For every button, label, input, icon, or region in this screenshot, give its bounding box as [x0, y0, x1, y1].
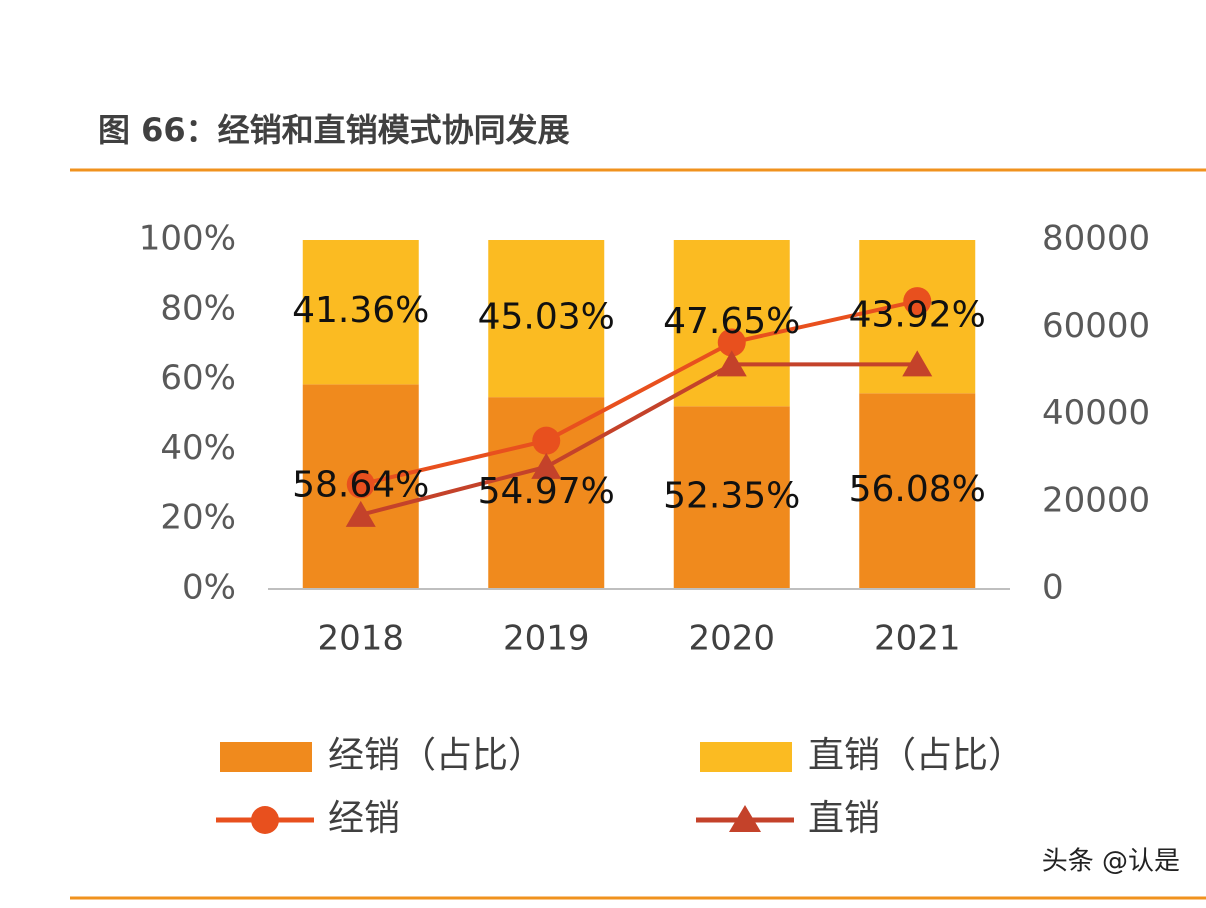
y-tick-label: 60% [160, 358, 236, 398]
y-tick-label: 80% [160, 288, 236, 328]
x-tick-label: 2021 [874, 619, 961, 659]
y2-tick-label: 60000 [1042, 306, 1150, 346]
y-tick-label: 100% [139, 219, 236, 259]
legend-label: 经销 [328, 798, 400, 839]
watermark: 头条 @认是 [1042, 847, 1180, 877]
y-tick-label: 0% [182, 568, 236, 608]
chart-title: 图 66：经销和直销模式协同发展 [98, 111, 570, 149]
data-label: 41.36% [292, 290, 429, 331]
data-label: 52.35% [663, 476, 800, 517]
line-marker [716, 350, 747, 377]
line-marker [902, 350, 933, 377]
y-tick-label: 20% [160, 498, 236, 538]
line-marker [531, 452, 562, 479]
bar-segment [488, 240, 605, 398]
legend-swatch [700, 742, 792, 772]
data-label: 58.64% [292, 465, 429, 506]
x-tick-label: 2019 [503, 619, 590, 659]
x-tick-label: 2020 [688, 619, 775, 659]
legend-label: 直销（占比） [808, 735, 1024, 776]
y2-tick-label: 0 [1042, 568, 1064, 608]
legend-marker [251, 806, 279, 834]
line-marker [903, 287, 932, 316]
bar-segment [859, 393, 976, 589]
data-label: 47.65% [663, 301, 800, 342]
data-label: 54.97% [478, 471, 615, 512]
line-marker [717, 328, 746, 357]
legend-marker [729, 805, 761, 832]
line-marker [532, 426, 561, 455]
legend-label: 直销 [808, 798, 880, 839]
line-marker [345, 500, 376, 527]
line-marker [346, 470, 375, 499]
data-label: 45.03% [478, 297, 615, 338]
line-series [360, 362, 918, 517]
y-tick-label: 40% [160, 428, 236, 468]
y2-tick-label: 80000 [1042, 219, 1150, 259]
bar-segment [302, 240, 419, 385]
data-label: 56.08% [849, 469, 986, 510]
bar-segment [673, 240, 790, 407]
line-series [360, 299, 918, 487]
y2-tick-label: 20000 [1042, 480, 1150, 520]
x-tick-label: 2018 [317, 619, 404, 659]
data-label: 43.92% [849, 295, 986, 336]
y2-tick-label: 40000 [1042, 393, 1150, 433]
legend-swatch [220, 742, 312, 772]
legend-label: 经销（占比） [328, 735, 544, 776]
bar-segment [673, 406, 790, 589]
